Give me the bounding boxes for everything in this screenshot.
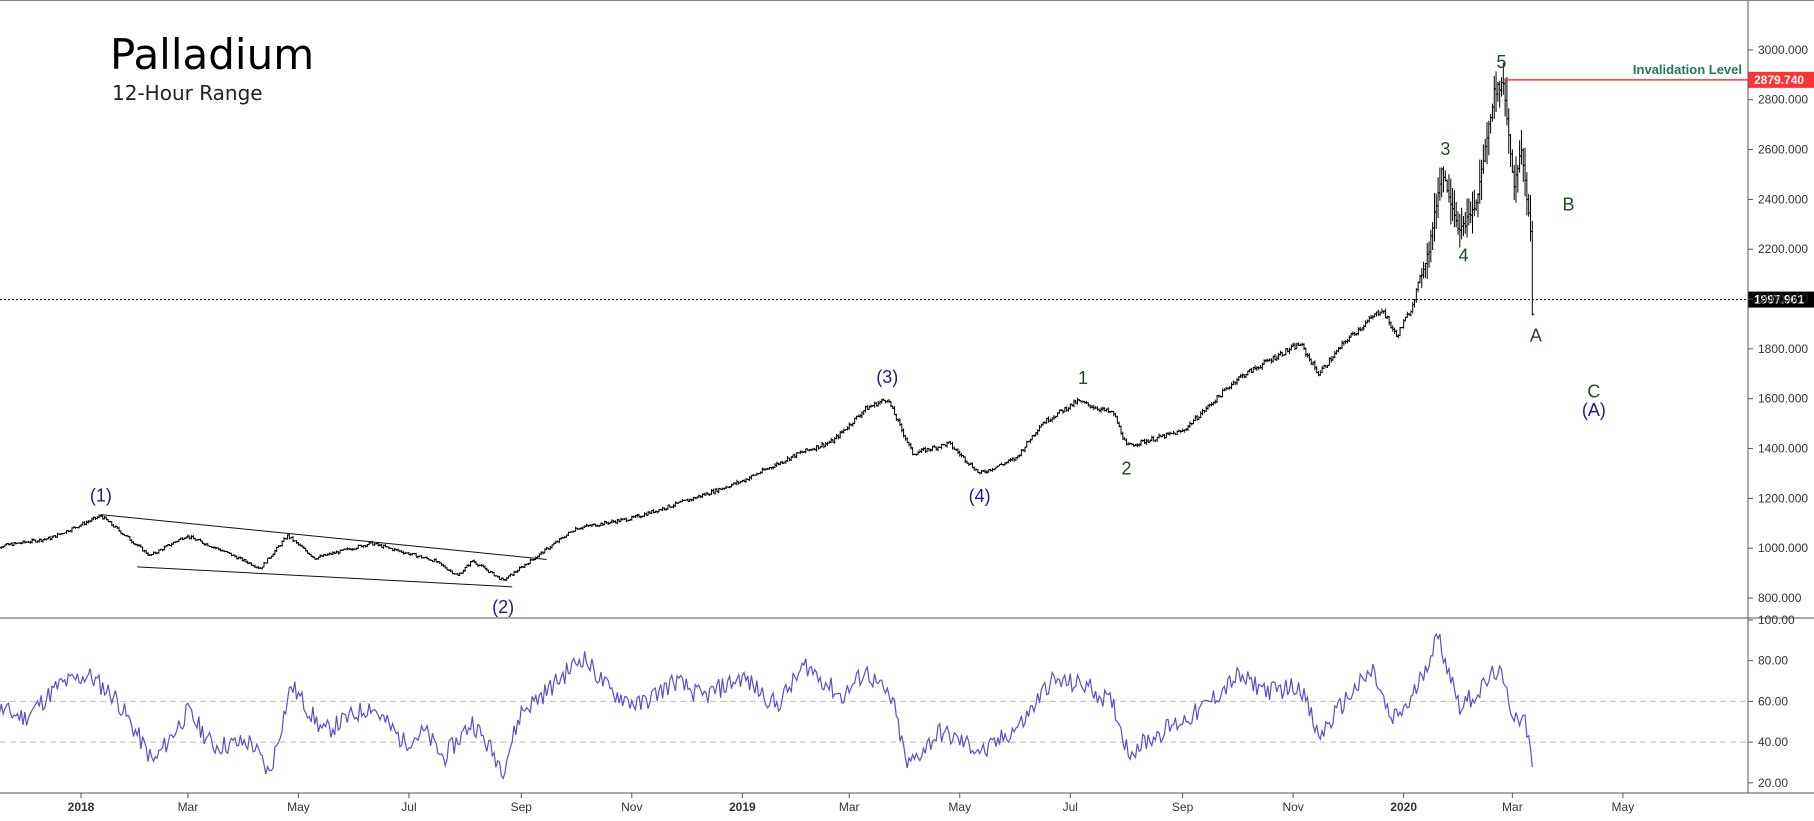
price-tick-label: 800.000	[1758, 591, 1802, 605]
price-tick-label: 3000.000	[1758, 43, 1808, 57]
chart-title: Palladium	[110, 30, 315, 79]
wave-label: (A)	[1582, 400, 1606, 420]
price-tick-label: 2000.000	[1758, 292, 1808, 306]
wave-label: (2)	[492, 597, 514, 617]
wave-label: 2	[1121, 459, 1131, 479]
last-price-badge	[1748, 291, 1814, 308]
x-tick-label: Jul	[1063, 800, 1078, 814]
price-tick-label: 1200.000	[1758, 491, 1808, 505]
wave-label: B	[1563, 194, 1575, 214]
invalidation-value-label: 2879.740	[1754, 73, 1804, 87]
wave-label: A	[1530, 325, 1542, 345]
wave-label: C	[1587, 381, 1600, 401]
price-tick-label: 1800.000	[1758, 342, 1808, 356]
x-tick-label: Mar	[1502, 800, 1523, 814]
x-tick-label: Nov	[1282, 800, 1303, 814]
rsi-tick-label: 100.00	[1758, 613, 1795, 627]
invalidation-label: Invalidation Level	[1633, 62, 1742, 77]
channel-line	[100, 514, 547, 560]
x-tick-label: Mar	[839, 800, 860, 814]
price-tick-label: 2400.000	[1758, 192, 1808, 206]
x-tick-label: Jul	[401, 800, 416, 814]
x-tick-label: Mar	[178, 800, 199, 814]
wave-label: (4)	[969, 486, 991, 506]
x-tick-label: Nov	[621, 800, 642, 814]
price-tick-label: 1400.000	[1758, 442, 1808, 456]
last-price-label: 1997.961	[1754, 293, 1804, 307]
wave-label: 4	[1458, 246, 1468, 266]
invalidation-badge	[1748, 71, 1814, 88]
price-tick-label: 2200.000	[1758, 242, 1808, 256]
x-tick-label: 2018	[68, 800, 95, 814]
rsi-tick-label: 40.00	[1758, 735, 1788, 749]
x-tick-label: Sep	[511, 800, 533, 814]
price-tick-label: 1600.000	[1758, 392, 1808, 406]
wave-label: (1)	[90, 485, 112, 505]
channel-line	[137, 566, 513, 588]
rsi-tick-label: 80.00	[1758, 654, 1788, 668]
wave-label: (3)	[876, 367, 898, 387]
wave-label: 1	[1078, 368, 1088, 388]
x-tick-label: May	[948, 800, 971, 814]
wave-label: 5	[1496, 52, 1506, 72]
x-tick-label: May	[287, 800, 310, 814]
rsi-tick-label: 20.00	[1758, 776, 1788, 790]
price-tick-label: 1000.000	[1758, 541, 1808, 555]
wave-label: 3	[1440, 139, 1450, 159]
x-tick-label: Sep	[1172, 800, 1194, 814]
rsi-tick-label: 60.00	[1758, 694, 1788, 708]
x-tick-label: 2020	[1390, 800, 1417, 814]
chart-overlays: 1997.961 2879.740 Invalidation Level (1) (2)…	[0, 52, 1814, 617]
price-tick-label: 2800.000	[1758, 93, 1808, 107]
chart-subtitle: 12-Hour Range	[112, 81, 263, 105]
price-tick-label: 2600.000	[1758, 143, 1808, 157]
x-tick-label: May	[1612, 800, 1635, 814]
x-tick-label: 2019	[729, 800, 756, 814]
price-bars	[0, 62, 1535, 582]
rsi-line	[0, 632, 1533, 780]
rsi-panel	[0, 632, 1748, 780]
